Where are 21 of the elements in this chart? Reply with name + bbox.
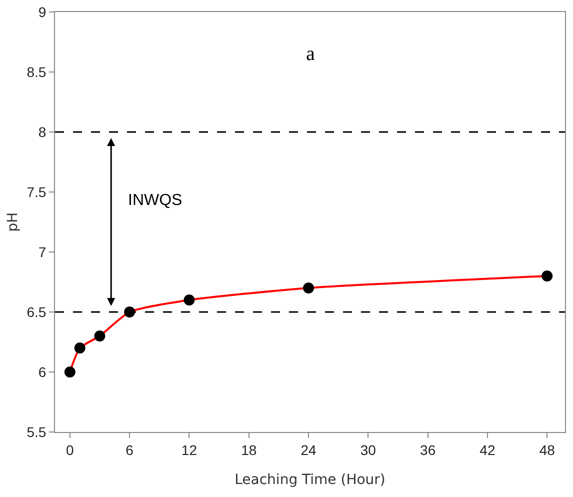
y-tick-label: 9	[38, 4, 46, 20]
y-tick-label: 6.5	[26, 304, 46, 320]
y-tick-label: 8.5	[26, 64, 46, 80]
y-tick-label: 8	[38, 124, 46, 140]
x-tick-label: 12	[181, 442, 198, 458]
x-tick-label: 18	[241, 442, 257, 458]
y-tick-label: 6	[38, 364, 46, 380]
x-tick-label: 48	[539, 442, 556, 458]
annotation: INWQS	[128, 192, 182, 209]
x-tick-label: 0	[66, 442, 74, 458]
x-tick-label: 42	[480, 442, 496, 458]
y-axis-title: pH	[5, 212, 21, 232]
x-tick-label: 24	[300, 442, 317, 458]
y-tick-label: 5.5	[26, 424, 46, 440]
x-tick-label: 30	[360, 442, 376, 458]
annotation: a	[306, 43, 315, 65]
y-tick-label: 7	[38, 244, 46, 260]
x-tick-label: 6	[126, 442, 134, 458]
x-axis-title: Leaching Time (Hour)	[234, 472, 386, 488]
x-tick-label: 36	[420, 442, 436, 458]
y-tick-label: 7.5	[26, 184, 46, 200]
